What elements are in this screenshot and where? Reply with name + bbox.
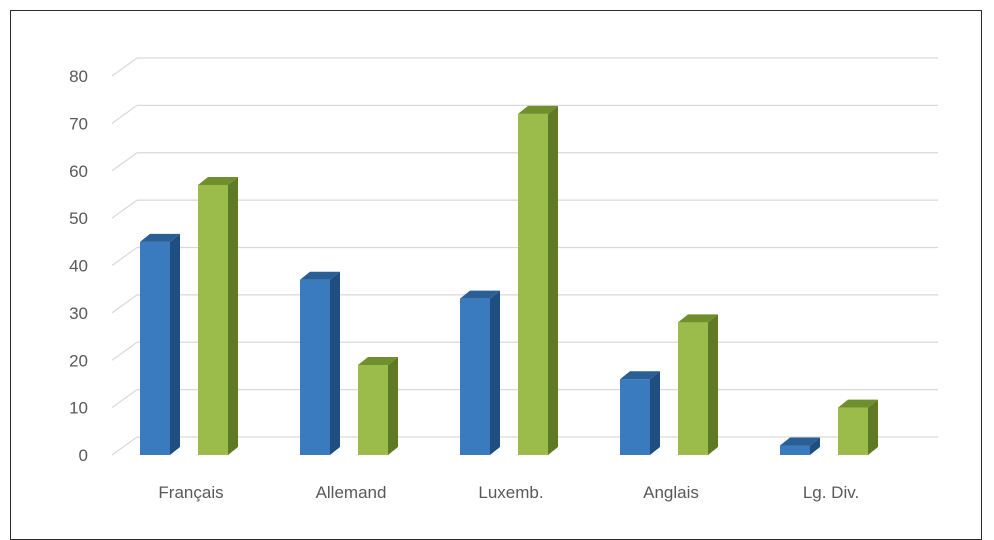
x-category-label: Lg. Div. bbox=[803, 483, 859, 502]
bar-front bbox=[678, 322, 708, 455]
bar-2-3 bbox=[678, 314, 718, 455]
gridline-depth bbox=[111, 341, 138, 361]
bar-top bbox=[678, 314, 718, 323]
bar-side bbox=[228, 176, 238, 455]
bar-top bbox=[460, 290, 500, 299]
bar-side bbox=[170, 233, 180, 455]
bar-top bbox=[300, 271, 340, 280]
x-category-label: Allemand bbox=[316, 483, 387, 502]
bar-top bbox=[518, 105, 558, 114]
bar-front bbox=[198, 184, 228, 455]
bar-2-1 bbox=[358, 356, 398, 455]
gridline-depth bbox=[111, 152, 138, 172]
y-tick-label: 50 bbox=[69, 209, 88, 228]
gridline-depth bbox=[111, 436, 138, 456]
gridline-depth bbox=[111, 389, 138, 409]
bar-1-1 bbox=[300, 271, 340, 455]
bar-1-3 bbox=[620, 371, 660, 455]
bar-top bbox=[838, 399, 878, 408]
bar-side bbox=[388, 356, 398, 455]
bar-top bbox=[780, 437, 820, 446]
bar-2-4 bbox=[838, 399, 878, 455]
bar-1-0 bbox=[140, 233, 180, 455]
gridline-depth bbox=[111, 199, 138, 219]
bar-front bbox=[838, 407, 868, 455]
x-category-label: Luxemb. bbox=[478, 483, 543, 502]
bar-side bbox=[810, 437, 820, 455]
bar-1-2 bbox=[460, 290, 500, 455]
y-tick-label: 10 bbox=[69, 399, 88, 418]
bar-1-4 bbox=[780, 437, 820, 455]
x-axis-categories: Français Allemand Luxemb. Anglais Lg. Div. bbox=[158, 483, 859, 502]
y-tick-label: 70 bbox=[69, 114, 88, 133]
bar-front bbox=[300, 279, 330, 455]
y-tick-label: 40 bbox=[69, 257, 88, 276]
bar-2-0 bbox=[198, 176, 238, 455]
bar-top bbox=[140, 233, 180, 242]
gridline-depth bbox=[111, 104, 138, 124]
y-tick-label: 80 bbox=[69, 67, 88, 86]
bars bbox=[140, 105, 878, 456]
y-tick-label: 20 bbox=[69, 351, 88, 370]
bar-2-2 bbox=[518, 105, 558, 456]
gridline-depth bbox=[111, 247, 138, 266]
bar-front bbox=[140, 241, 170, 455]
x-category-label: Français bbox=[158, 483, 223, 502]
y-tick-label: 60 bbox=[69, 162, 88, 181]
bar-top bbox=[358, 356, 398, 365]
y-tick-label: 0 bbox=[79, 446, 88, 465]
bar-front bbox=[358, 364, 388, 455]
bar-chart: 0 10 20 30 40 50 60 70 80 Français Allemand Luxemb… bbox=[69, 57, 938, 502]
gridline-depth bbox=[111, 294, 138, 314]
bar-side bbox=[708, 314, 718, 455]
bar-side bbox=[330, 271, 340, 455]
bar-front bbox=[460, 298, 490, 455]
bar-front bbox=[518, 113, 548, 456]
bar-front bbox=[780, 445, 810, 455]
gridline-depth bbox=[111, 57, 138, 77]
bar-front bbox=[620, 379, 650, 455]
bar-top bbox=[198, 176, 238, 185]
bar-side bbox=[868, 399, 878, 455]
x-category-label: Anglais bbox=[643, 483, 699, 502]
bar-side bbox=[548, 105, 558, 456]
bar-side bbox=[490, 290, 500, 455]
bar-top bbox=[620, 371, 660, 380]
bar-side bbox=[650, 371, 660, 455]
y-axis-ticks: 0 10 20 30 40 50 60 70 80 bbox=[69, 67, 88, 465]
y-tick-label: 30 bbox=[69, 304, 88, 323]
